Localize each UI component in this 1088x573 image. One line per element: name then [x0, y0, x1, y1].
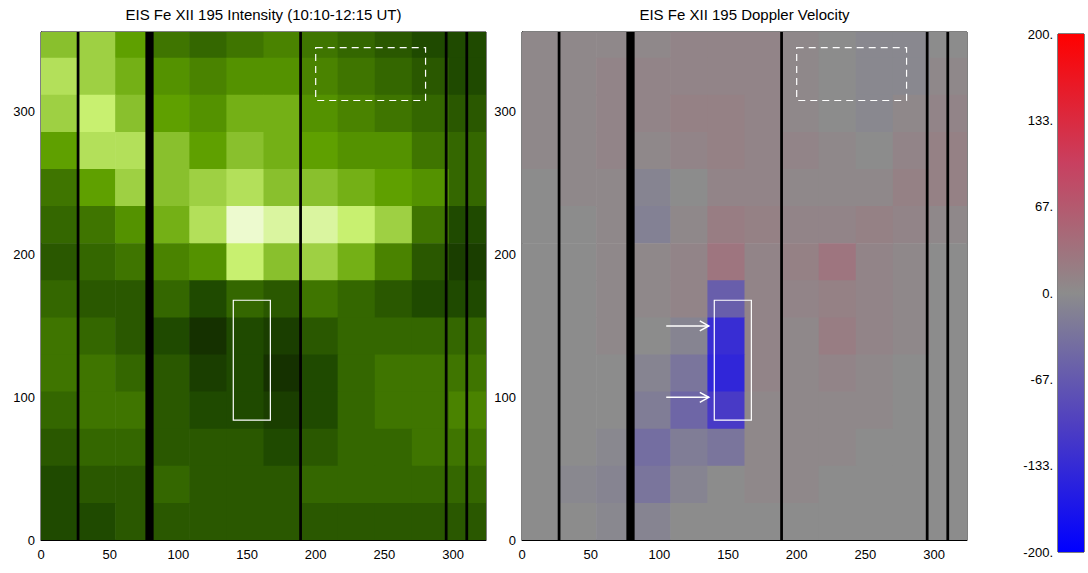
svg-text:100: 100	[494, 390, 516, 405]
svg-text:0: 0	[509, 533, 516, 548]
svg-text:200.: 200.	[1028, 27, 1053, 42]
svg-text:-133.: -133.	[1023, 458, 1053, 473]
svg-text:200: 200	[786, 547, 808, 562]
svg-text:133.: 133.	[1028, 113, 1053, 128]
svg-text:300: 300	[494, 104, 516, 119]
svg-text:250: 250	[855, 547, 877, 562]
svg-text:EIS Fe XII 195 Intensity (10:1: EIS Fe XII 195 Intensity (10:10-12:15 UT…	[126, 6, 402, 23]
svg-text:0: 0	[37, 547, 44, 562]
svg-text:200: 200	[305, 547, 327, 562]
svg-text:67.: 67.	[1035, 199, 1053, 214]
svg-text:200: 200	[13, 247, 35, 262]
svg-text:100: 100	[13, 390, 35, 405]
svg-text:-200.: -200.	[1023, 545, 1053, 560]
svg-text:100: 100	[648, 547, 670, 562]
svg-text:0: 0	[518, 547, 525, 562]
svg-text:300: 300	[923, 547, 945, 562]
svg-text:50: 50	[583, 547, 597, 562]
svg-text:EIS Fe XII 195 Doppler Velocit: EIS Fe XII 195 Doppler Velocity	[639, 6, 850, 23]
svg-text:150: 150	[236, 547, 258, 562]
svg-text:150: 150	[717, 547, 739, 562]
svg-text:100: 100	[167, 547, 189, 562]
svg-text:200: 200	[494, 247, 516, 262]
svg-text:-67.: -67.	[1031, 372, 1053, 387]
svg-text:300: 300	[13, 104, 35, 119]
svg-text:50: 50	[102, 547, 116, 562]
svg-text:0.: 0.	[1042, 286, 1053, 301]
svg-text:250: 250	[374, 547, 396, 562]
svg-text:300: 300	[442, 547, 464, 562]
svg-text:0: 0	[28, 533, 35, 548]
